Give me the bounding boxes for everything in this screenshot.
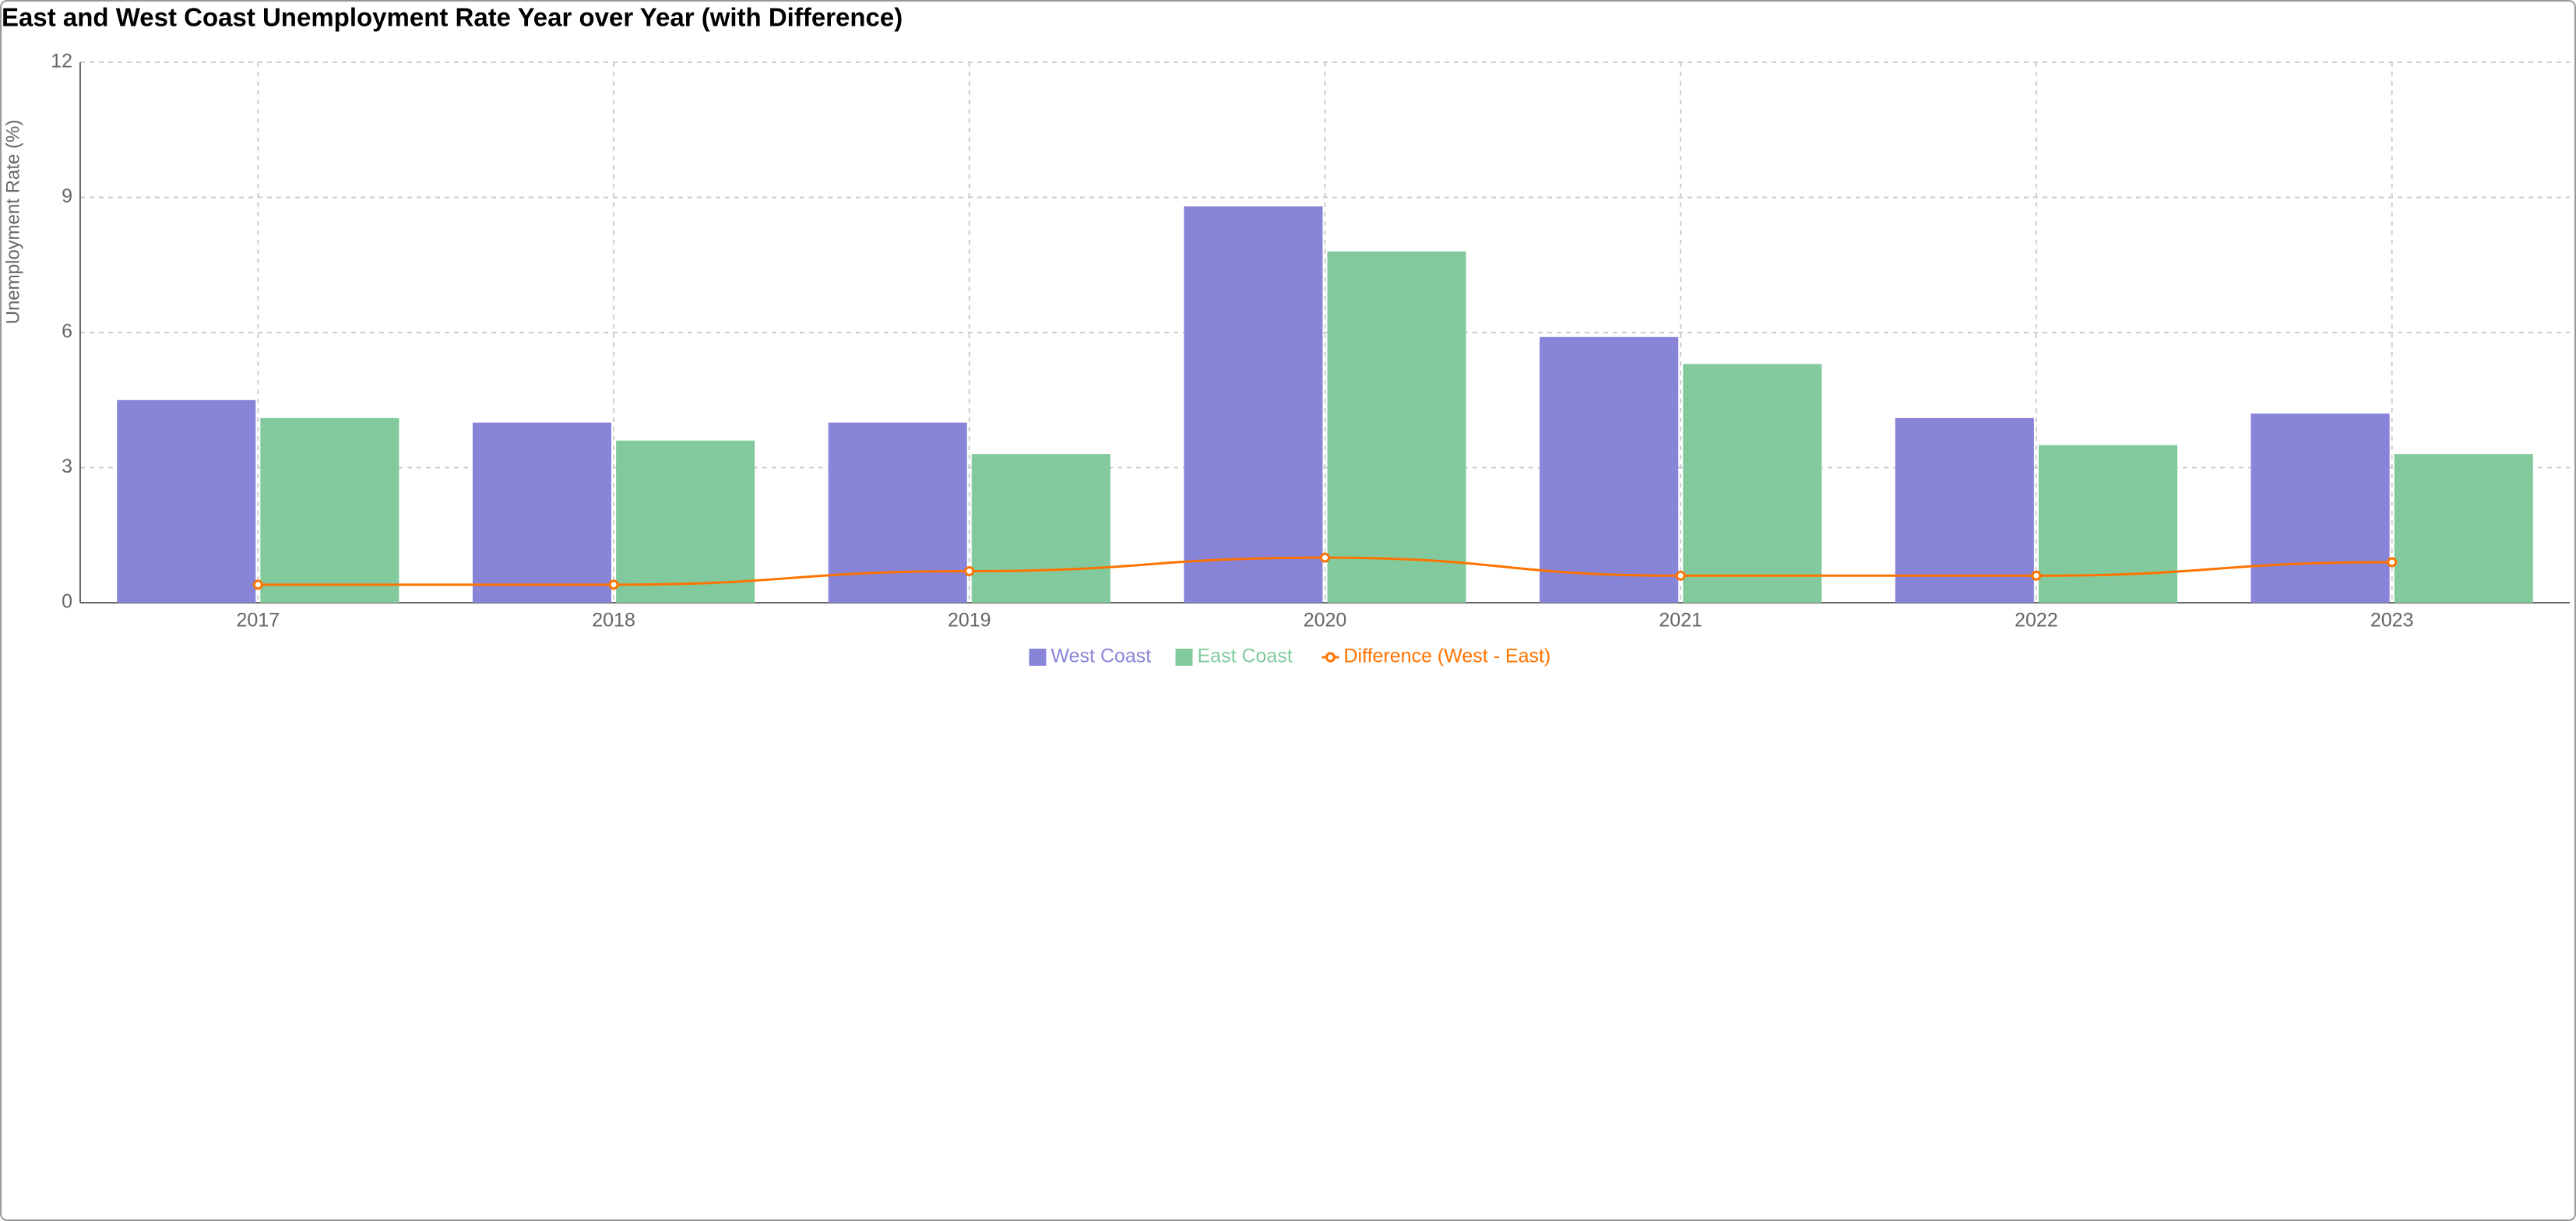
y-tick-label: 12 <box>51 51 72 72</box>
x-tick-label: 2021 <box>1659 610 1702 632</box>
line-point <box>964 566 975 577</box>
line-point <box>2387 557 2398 568</box>
y-axis-label: Unemployment Rate (%) <box>2 120 23 325</box>
legend-swatch <box>1175 649 1193 666</box>
y-tick-label: 9 <box>62 185 72 207</box>
bar <box>117 399 256 603</box>
x-tick-label: 2023 <box>2370 610 2414 632</box>
y-tick-label: 3 <box>62 456 72 477</box>
line-point <box>2031 570 2042 581</box>
bar <box>2250 413 2390 603</box>
bar <box>1327 251 1466 603</box>
bar <box>1540 336 1679 603</box>
bar <box>616 440 755 603</box>
legend-label: West Coast <box>1051 646 1152 667</box>
x-tick-label: 2020 <box>1304 610 1347 632</box>
bar <box>260 417 399 603</box>
line-point <box>1675 570 1686 581</box>
y-tick-label: 6 <box>62 321 72 343</box>
bar <box>2038 445 2178 603</box>
x-tick-label: 2022 <box>2015 610 2058 632</box>
x-tick-label: 2017 <box>237 610 280 632</box>
line-point <box>252 579 263 590</box>
x-tick-label: 2018 <box>592 610 635 632</box>
bar <box>2394 454 2533 603</box>
legend-swatch <box>1029 649 1047 666</box>
bar <box>1683 364 1822 603</box>
bar <box>828 422 967 603</box>
legend-label: East Coast <box>1198 646 1293 667</box>
bar <box>472 422 612 603</box>
line-point <box>608 579 619 590</box>
bar <box>1184 206 1323 603</box>
bar <box>1895 417 2034 603</box>
legend-label: Difference (West - East) <box>1344 646 1551 667</box>
legend-point <box>1325 652 1336 663</box>
y-tick-label: 0 <box>62 591 72 613</box>
x-tick-label: 2019 <box>948 610 991 632</box>
bar <box>971 454 1110 603</box>
line-point <box>1320 552 1330 563</box>
chart-title: East and West Coast Unemployment Rate Ye… <box>2 3 903 32</box>
